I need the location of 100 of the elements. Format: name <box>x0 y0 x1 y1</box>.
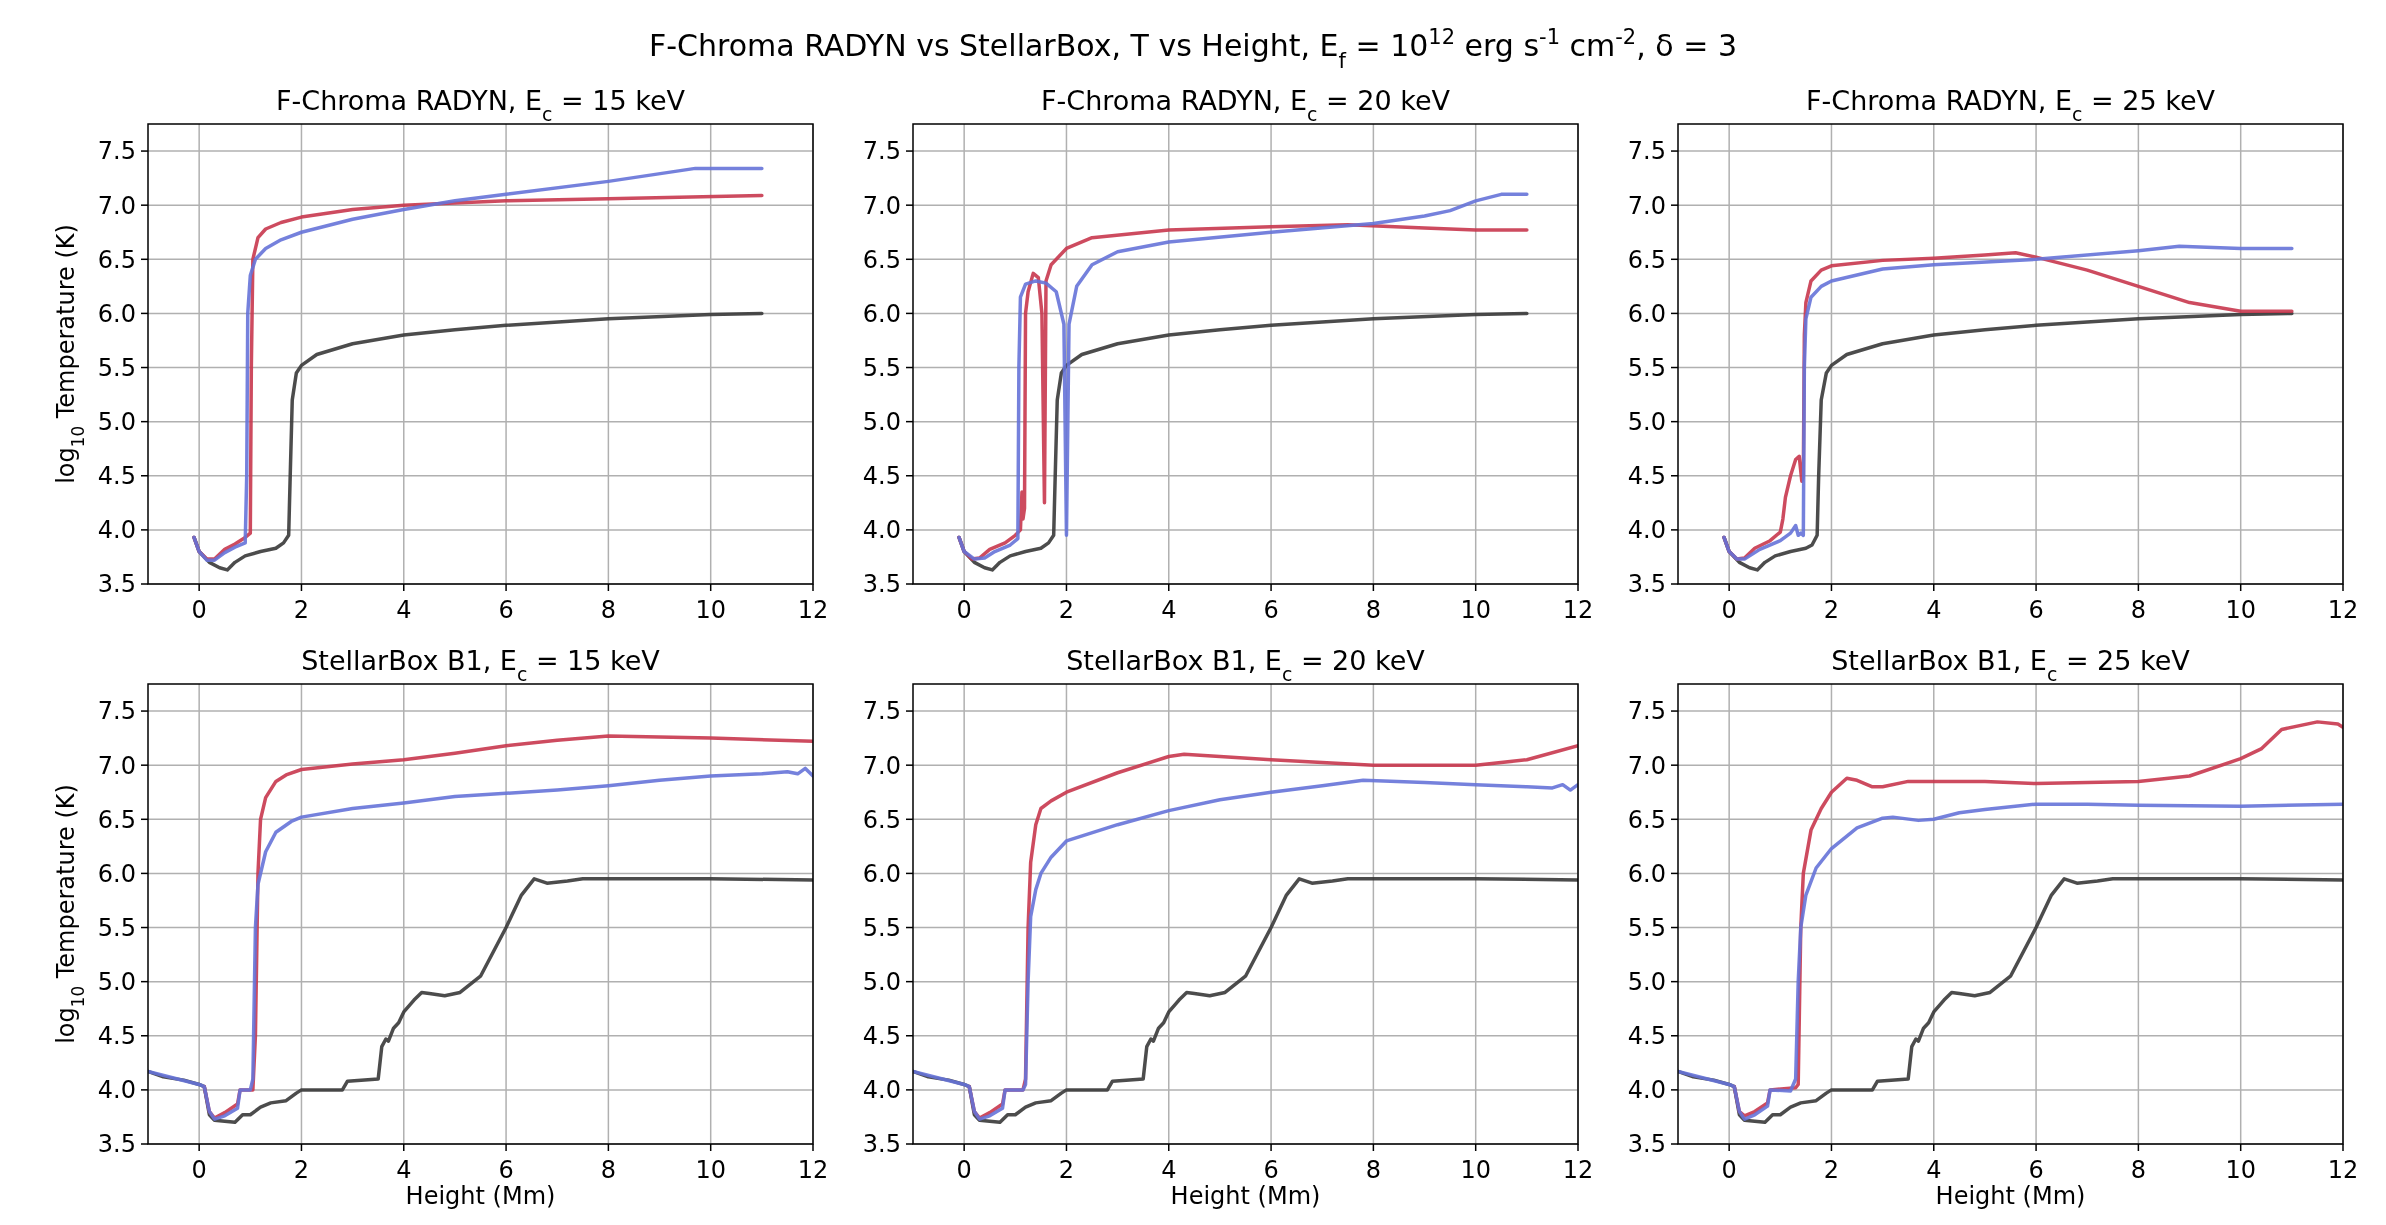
y-tick-label: 6.0 <box>97 859 136 888</box>
x-tick-label: 0 <box>1721 596 1737 624</box>
x-tick-label: 2 <box>1823 596 1840 624</box>
x-tick-label: 10 <box>695 596 726 624</box>
y-tick-label: 6.0 <box>1627 299 1666 328</box>
y-tick-label: 7.0 <box>97 751 136 780</box>
x-tick-label: 8 <box>600 596 617 624</box>
x-tick-label: 4 <box>396 1156 412 1184</box>
x-tick-label: 6 <box>2028 1156 2044 1184</box>
y-tick-label: 7.5 <box>97 697 136 726</box>
x-tick-label: 10 <box>1460 596 1491 624</box>
y-tick-label: 5.5 <box>97 353 136 382</box>
y-tick-label: 7.5 <box>97 137 136 166</box>
x-tick-label: 4 <box>1161 1156 1177 1184</box>
x-tick-label: 0 <box>956 1156 972 1184</box>
x-tick-label: 6 <box>498 1156 514 1184</box>
y-tick-label: 6.0 <box>862 859 901 888</box>
y-tick-label: 7.0 <box>1627 751 1666 780</box>
x-tick-label: 2 <box>1823 1156 1840 1184</box>
y-tick-label: 5.0 <box>97 968 136 997</box>
y-tick-label: 4.0 <box>97 1076 136 1105</box>
x-tick-label: 2 <box>1058 596 1075 624</box>
y-tick-label: 6.0 <box>862 299 901 328</box>
y-tick-label: 5.0 <box>1627 968 1666 997</box>
y-tick-label: 4.0 <box>862 516 901 545</box>
x-tick-label: 4 <box>1926 1156 1942 1184</box>
x-tick-label: 4 <box>396 596 412 624</box>
x-tick-label: 10 <box>1460 1156 1491 1184</box>
y-tick-label: 3.5 <box>862 570 901 599</box>
y-tick-label: 4.5 <box>1627 1022 1666 1051</box>
chart-title: StellarBox B1, E$_{c}$ = 20 keV <box>1066 645 1426 685</box>
y-tick-label: 6.5 <box>97 245 136 274</box>
x-tick-label: 12 <box>2327 1156 2359 1184</box>
x-tick-label: 10 <box>2225 1156 2256 1184</box>
y-tick-label: 3.5 <box>862 1130 901 1159</box>
y-tick-label: 3.5 <box>97 1130 136 1159</box>
y-tick-label: 5.5 <box>862 913 901 942</box>
x-tick-label: 8 <box>1365 1156 1382 1184</box>
y-tick-label: 7.0 <box>862 751 901 780</box>
y-tick-label: 7.5 <box>1627 697 1666 726</box>
x-tick-label: 6 <box>2028 596 2044 624</box>
y-tick-label: 5.0 <box>97 408 136 437</box>
y-tick-label: 6.5 <box>862 245 901 274</box>
x-tick-label: 2 <box>293 1156 310 1184</box>
y-tick-label: 3.5 <box>97 570 136 599</box>
chart-title: F-Chroma RADYN, E$_{c}$ = 15 keV <box>276 85 686 125</box>
y-tick-label: 6.0 <box>97 299 136 328</box>
x-tick-label: 6 <box>1263 1156 1279 1184</box>
y-tick-label: 4.0 <box>862 1076 901 1105</box>
y-tick-label: 5.5 <box>97 913 136 942</box>
x-tick-label: 12 <box>1562 596 1594 624</box>
y-tick-label: 5.5 <box>1627 353 1666 382</box>
y-tick-label: 6.5 <box>1627 245 1666 274</box>
x-tick-label: 0 <box>191 596 207 624</box>
chart-title: StellarBox B1, E$_{c}$ = 15 keV <box>301 645 661 685</box>
x-axis-title: Height (Mm) <box>1935 1182 2086 1210</box>
x-tick-label: 8 <box>1365 596 1382 624</box>
y-tick-label: 4.5 <box>97 462 136 491</box>
y-tick-label: 4.0 <box>97 516 136 545</box>
chart-title: StellarBox B1, E$_{c}$ = 25 keV <box>1831 645 2191 685</box>
y-tick-label: 7.0 <box>862 191 901 220</box>
y-tick-label: 7.5 <box>862 137 901 166</box>
y-tick-label: 5.0 <box>862 968 901 997</box>
x-tick-label: 4 <box>1161 596 1177 624</box>
x-axis-title: Height (Mm) <box>405 1182 556 1210</box>
x-tick-label: 4 <box>1926 596 1942 624</box>
x-tick-label: 0 <box>1721 1156 1737 1184</box>
x-tick-label: 8 <box>600 1156 617 1184</box>
y-tick-label: 4.0 <box>1627 516 1666 545</box>
y-tick-label: 4.5 <box>1627 462 1666 491</box>
line-series <box>913 778 1578 1121</box>
y-tick-label: 3.5 <box>1627 570 1666 599</box>
x-axis-title: Height (Mm) <box>1170 1182 1321 1210</box>
y-tick-label: 5.0 <box>862 408 901 437</box>
y-tick-label: 4.5 <box>862 462 901 491</box>
x-tick-label: 10 <box>2225 596 2256 624</box>
y-tick-label: 4.5 <box>862 1022 901 1051</box>
y-tick-label: 3.5 <box>1627 1130 1666 1159</box>
x-tick-label: 10 <box>695 1156 726 1184</box>
x-tick-label: 2 <box>293 596 310 624</box>
y-tick-label: 6.5 <box>97 805 136 834</box>
chart-title: F-Chroma RADYN, E$_{c}$ = 20 keV <box>1041 85 1451 125</box>
y-tick-label: 6.5 <box>1627 805 1666 834</box>
y-tick-label: 5.5 <box>1627 913 1666 942</box>
x-tick-label: 12 <box>797 1156 829 1184</box>
x-tick-label: 0 <box>191 1156 207 1184</box>
x-tick-label: 12 <box>2327 596 2359 624</box>
chart-title: F-Chroma RADYN, E$_{c}$ = 25 keV <box>1806 85 2216 125</box>
x-tick-label: 6 <box>498 596 514 624</box>
x-tick-label: 12 <box>797 596 829 624</box>
y-tick-label: 6.0 <box>1627 859 1666 888</box>
y-tick-label: 7.0 <box>1627 191 1666 220</box>
y-tick-label: 6.5 <box>862 805 901 834</box>
line-series <box>1678 802 2343 1121</box>
y-tick-label: 7.5 <box>1627 137 1666 166</box>
x-tick-label: 8 <box>2130 596 2147 624</box>
y-tick-label: 7.5 <box>862 697 901 726</box>
x-tick-label: 2 <box>1058 1156 1075 1184</box>
x-tick-label: 6 <box>1263 596 1279 624</box>
y-tick-label: 4.5 <box>97 1022 136 1051</box>
